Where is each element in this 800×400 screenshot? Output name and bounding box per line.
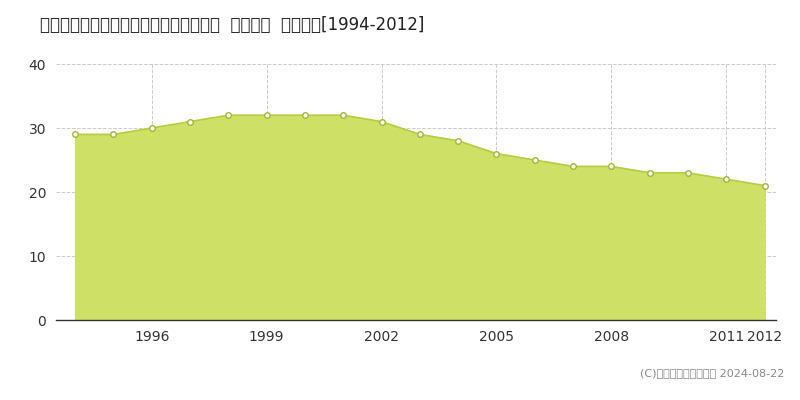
Text: (C)土地価格ドットコム 2024-08-22: (C)土地価格ドットコム 2024-08-22 xyxy=(640,368,784,378)
Text: 鳥取県鳥取市的場字マニトバ１５７番３  地価公示  地価推移[1994-2012]: 鳥取県鳥取市的場字マニトバ１５７番３ 地価公示 地価推移[1994-2012] xyxy=(40,16,424,34)
